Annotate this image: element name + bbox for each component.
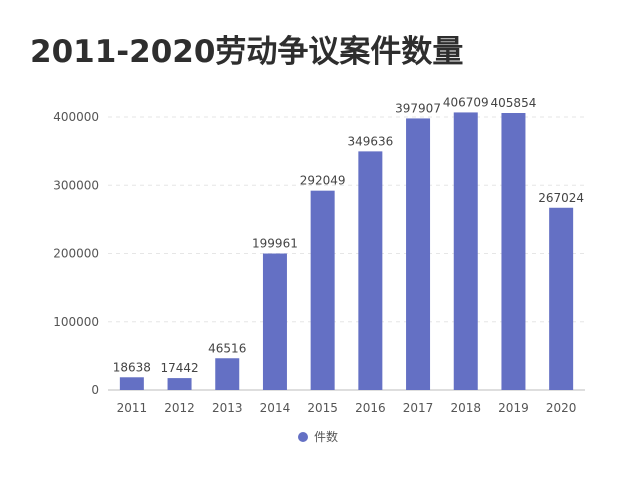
x-tick-label: 2015	[307, 401, 338, 415]
data-label: 292049	[300, 174, 346, 188]
legend-marker	[298, 432, 308, 442]
bar	[215, 358, 240, 390]
x-tick-label: 2019	[498, 401, 529, 415]
bar	[119, 377, 144, 390]
chart-title: 2011-2020劳动争议案件数量	[30, 34, 464, 70]
data-label: 405854	[491, 96, 537, 110]
x-tick-label: 2012	[164, 401, 195, 415]
y-axis: 0 100000 200000 300000 400000	[53, 110, 99, 397]
data-label: 18638	[113, 360, 151, 374]
y-tick-label: 400000	[53, 110, 99, 124]
y-tick-label: 100000	[53, 315, 99, 329]
bar	[310, 190, 335, 390]
legend: 件数	[298, 429, 338, 444]
bar	[167, 378, 192, 390]
y-tick-label: 200000	[53, 247, 99, 261]
y-tick-label: 0	[91, 383, 99, 397]
x-tick-label: 2013	[212, 401, 243, 415]
x-tick-label: 2014	[260, 401, 291, 415]
y-tick-label: 300000	[53, 178, 99, 192]
bar	[501, 113, 526, 391]
x-tick-label: 2020	[546, 401, 577, 415]
bars	[119, 112, 574, 391]
x-tick-label: 2018	[450, 401, 481, 415]
x-tick-label: 2017	[403, 401, 434, 415]
x-tick-label: 2016	[355, 401, 386, 415]
data-label: 397907	[395, 101, 441, 115]
data-label: 17442	[160, 361, 198, 375]
bar	[262, 253, 287, 390]
data-label: 267024	[538, 191, 584, 205]
data-label: 199961	[252, 237, 298, 251]
bar	[549, 207, 574, 390]
x-axis: 2011 2012 2013 2014 2015 2016 2017 2018 2019 2020	[117, 401, 577, 415]
legend-label: 件数	[314, 429, 338, 444]
data-label: 406709	[443, 95, 489, 109]
bar	[453, 112, 478, 390]
bar	[358, 151, 383, 390]
data-label: 349636	[347, 134, 393, 148]
data-label: 46516	[208, 341, 246, 355]
bar	[406, 118, 431, 391]
x-tick-label: 2011	[117, 401, 148, 415]
